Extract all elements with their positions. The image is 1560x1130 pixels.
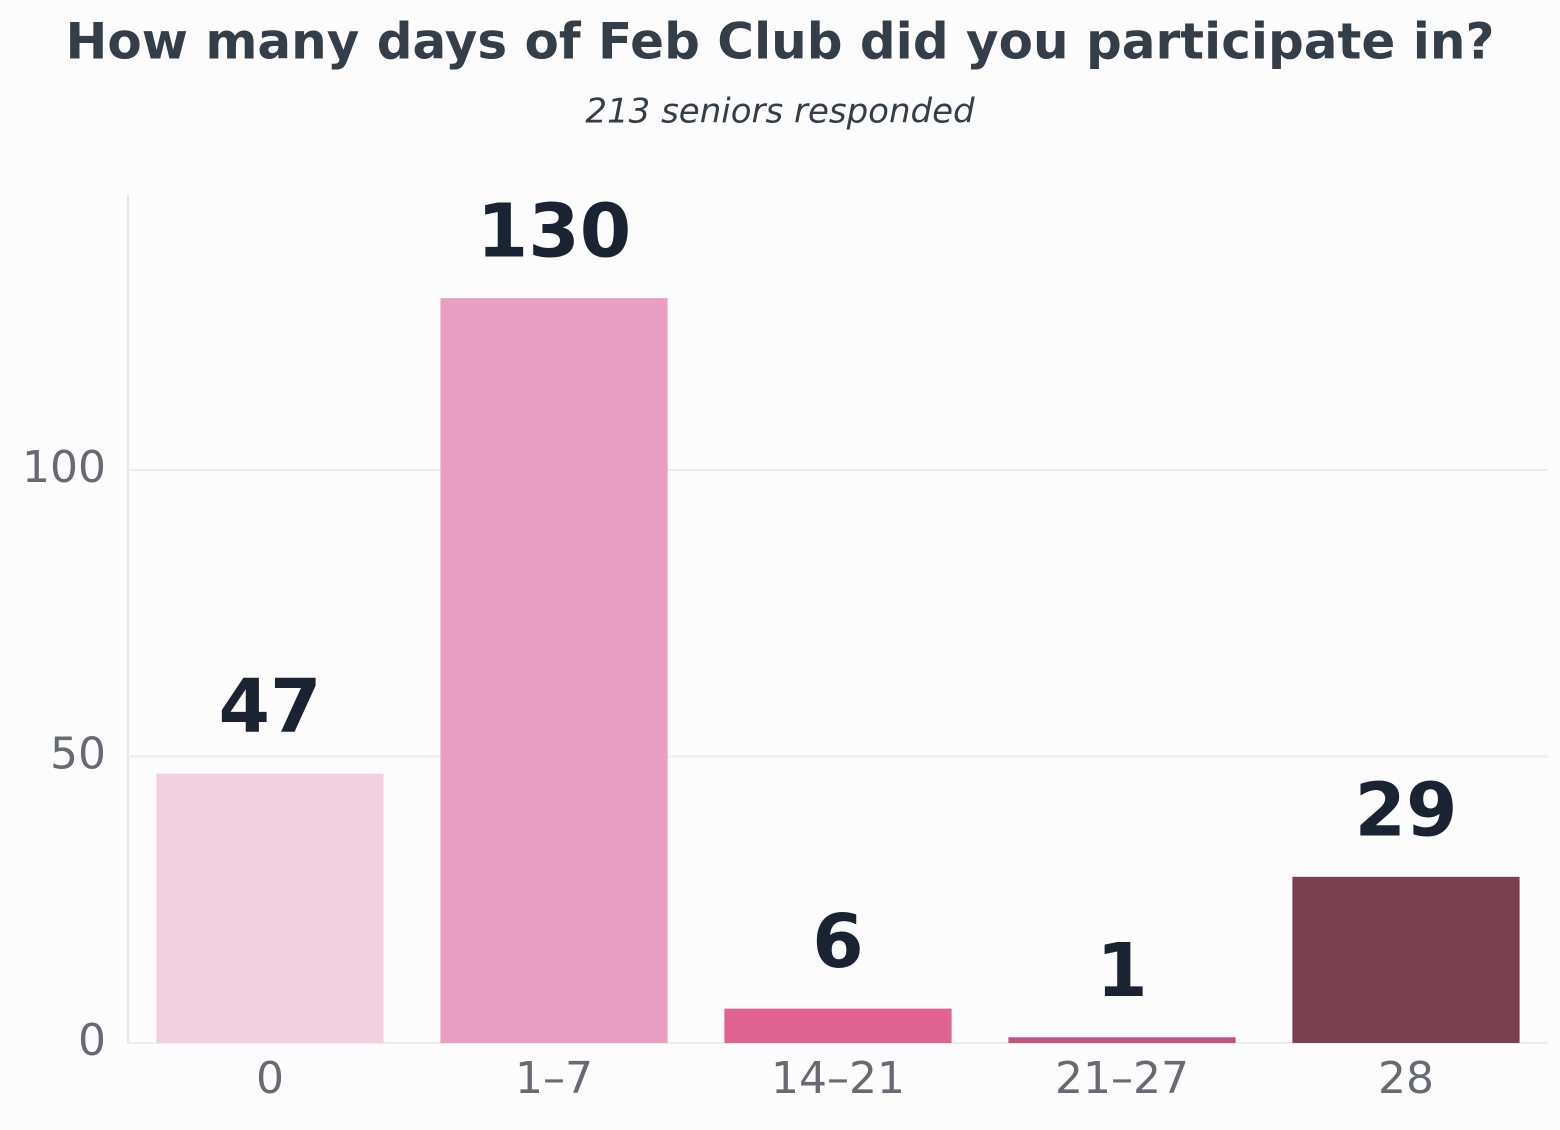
bar: [724, 1008, 952, 1043]
bar: [440, 298, 668, 1043]
bar: [1292, 876, 1520, 1043]
x-tick-label: 0: [256, 1053, 284, 1104]
bar: [1008, 1037, 1236, 1043]
x-tick-label: 21–27: [1055, 1053, 1189, 1104]
value-label: 130: [477, 189, 631, 275]
value-label: 6: [812, 899, 864, 985]
y-tick-label: 50: [50, 729, 106, 780]
value-label: 1: [1096, 928, 1148, 1014]
chart-title: How many days of Feb Club did you partic…: [66, 13, 1495, 71]
y-tick-label: 0: [78, 1015, 106, 1066]
value-label: 29: [1355, 767, 1458, 853]
x-tick-label: 28: [1378, 1053, 1434, 1104]
value-label: 47: [219, 664, 322, 750]
bar: [156, 773, 384, 1043]
x-tick-label: 14–21: [771, 1053, 905, 1104]
x-tick-label: 1–7: [515, 1053, 593, 1104]
chart-subtitle: 213 seniors responded: [585, 92, 975, 132]
y-tick-label: 100: [22, 442, 106, 493]
